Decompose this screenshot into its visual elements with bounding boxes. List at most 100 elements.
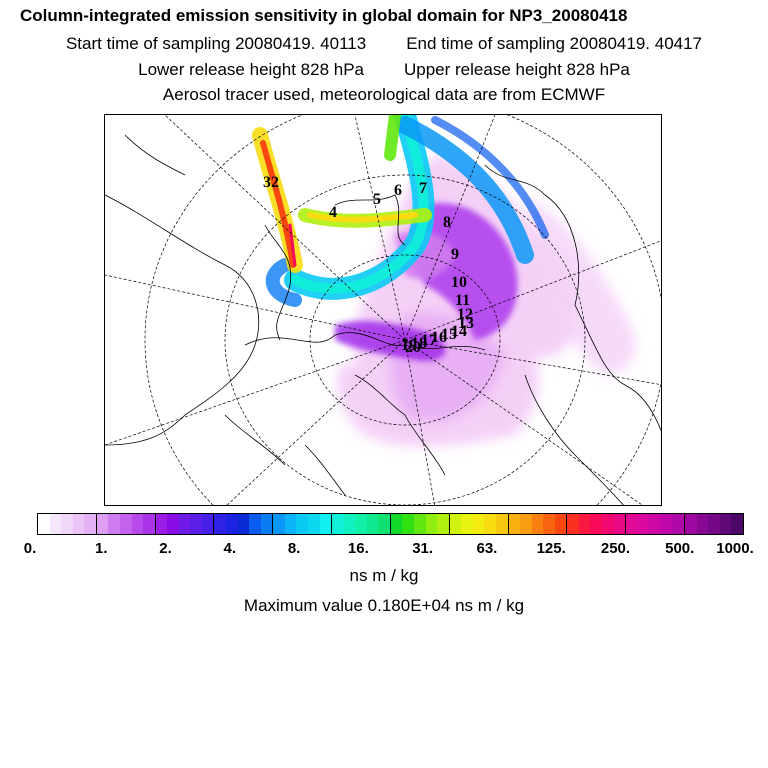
colorbar-swatch [296, 514, 308, 534]
colorbar-swatch [190, 514, 202, 534]
track-label-14: 14 [451, 323, 467, 340]
colorbar-swatch [696, 514, 709, 534]
track-label-7: 7 [419, 180, 427, 197]
colorbar-tick-label: 63. [476, 540, 498, 557]
colorbar-swatch [414, 514, 426, 534]
colorbar-swatch [684, 514, 697, 534]
colorbar-swatch [366, 514, 379, 534]
colorbar-swatch [226, 514, 238, 534]
track-label-17: 17 [421, 332, 437, 349]
colorbar-tick-label: 1000. [716, 540, 754, 557]
release-heights: Lower release height 828 hPa Upper releas… [0, 60, 768, 80]
colorbar-swatch [402, 514, 414, 534]
colorbar-tick-label: 0. [23, 540, 37, 557]
lower-release-height: Lower release height 828 hPa [138, 60, 364, 79]
colorbar-swatch [49, 514, 62, 534]
colorbar-tick-label: 125. [536, 540, 566, 557]
start-time: Start time of sampling 20080419. 40113 [65, 34, 367, 53]
maximum-value: Maximum value 0.180E+04 ns m / kg [243, 596, 525, 615]
sensitivity-map: 32 4 5 6 7 8 9 10 11 12 13 14 15 16 17 1… [104, 114, 662, 506]
track-label-5: 5 [373, 191, 381, 208]
colorbar-swatch [543, 514, 555, 534]
colorbar-swatch [719, 514, 732, 534]
colorbar-swatch [355, 514, 367, 534]
colorbar-swatch [273, 514, 285, 534]
colorbar-swatch [119, 514, 132, 534]
track-label-11: 11 [455, 292, 470, 309]
track-label-20: 20 [405, 339, 421, 356]
track-label-4: 4 [329, 204, 337, 221]
colorbar-swatch [484, 514, 496, 534]
coastlines [105, 134, 661, 505]
colorbar-ticks: 0. 1. 2. 4. 8. 16. 31. 63. 125. 250. 500. 1000. [0, 540, 768, 560]
colorbar-swatch [578, 514, 591, 534]
graticule [105, 115, 661, 505]
track-label-12: 12 [457, 306, 473, 323]
colorbar-swatch [108, 514, 120, 534]
colorbar-tick-label: 1. [95, 540, 108, 557]
colorbar-swatch [260, 514, 274, 534]
colorbar-swatch [72, 514, 85, 534]
colorbar-swatch [38, 514, 50, 534]
colorbar-swatch [495, 514, 509, 534]
colorbar-swatch [660, 514, 673, 534]
colorbar-swatch [201, 514, 215, 534]
colorbar-swatch [84, 514, 97, 534]
colorbar-swatch [613, 514, 627, 534]
colorbar-swatch [449, 514, 462, 534]
colorbar-swatch [425, 514, 438, 534]
track-label-9: 9 [451, 246, 459, 263]
plot-title: Column-integrated emission sensitivity i… [20, 6, 628, 25]
sampling-times: Start time of sampling 20080419. 40113 En… [0, 34, 768, 54]
colorbar-swatch [131, 514, 144, 534]
colorbar-swatch [520, 514, 532, 534]
colorbar-swatch [332, 514, 344, 534]
colorbar-tick-label: 4. [223, 540, 237, 557]
colorbar-swatch [472, 514, 485, 534]
colorbar-swatch [319, 514, 333, 534]
colorbar-swatch [343, 514, 356, 534]
map-canvas: 32 4 5 6 7 8 9 10 11 12 13 14 15 16 17 1… [105, 115, 661, 505]
track-label-19: 19 [401, 337, 417, 354]
colorbar-swatch [637, 514, 650, 534]
colorbar-tick-label: 500. [665, 540, 695, 557]
upper-release-height: Upper release height 828 hPa [404, 60, 630, 79]
colorbar-swatch [531, 514, 544, 534]
colorbar-swatch [708, 514, 720, 534]
track-labels: 32 4 5 6 7 8 9 10 11 12 13 14 15 16 17 1… [263, 174, 474, 356]
colorbar-units: ns m / kg [349, 566, 419, 585]
colorbar-swatch [672, 514, 685, 534]
peak-sensitivity-streak [252, 127, 303, 273]
track-label-16: 16 [431, 329, 447, 346]
track-label-15: 15 [441, 326, 457, 343]
tracer-note: Aerosol tracer used, meteorological data… [162, 85, 606, 104]
colorbar-swatch [307, 514, 320, 534]
colorbar-swatch [214, 514, 226, 534]
colorbar-swatch [237, 514, 250, 534]
colorbar-tick-label: 250. [600, 540, 631, 557]
colorbar-swatch [437, 514, 450, 534]
track-label-6: 6 [394, 182, 402, 199]
high-sensitivity-band [298, 115, 432, 228]
colorbar-swatch [590, 514, 602, 534]
colorbar-swatch [284, 514, 297, 534]
colorbar-swatch [602, 514, 614, 534]
colorbar-swatch [167, 514, 179, 534]
colorbar-swatch [61, 514, 73, 534]
colorbar-swatch [626, 514, 638, 534]
colorbar-swatch [249, 514, 261, 534]
end-time: End time of sampling 20080419. 40417 [406, 34, 703, 53]
colorbar-swatch [178, 514, 191, 534]
transport-band [265, 115, 549, 307]
colorbar [37, 513, 744, 535]
colorbar-swatch [461, 514, 473, 534]
track-label-8: 8 [443, 214, 451, 231]
track-label-32: 32 [263, 174, 279, 191]
colorbar-tick-label: 2. [159, 540, 172, 557]
track-label-18: 18 [411, 335, 427, 352]
track-label-10: 10 [451, 274, 467, 291]
colorbar-swatch [378, 514, 391, 534]
colorbar-swatch [554, 514, 568, 534]
colorbar-swatch [96, 514, 109, 534]
colorbar-swatch [731, 514, 743, 534]
